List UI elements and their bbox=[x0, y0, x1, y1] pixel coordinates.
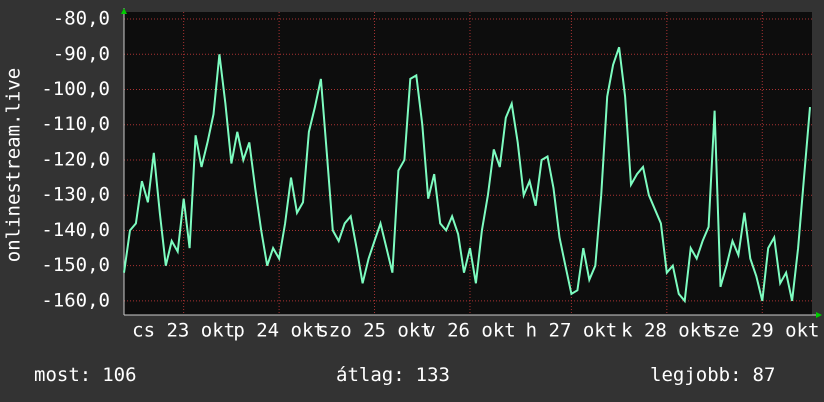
stat-label: átlag: bbox=[336, 364, 405, 386]
y-tick-label: -90,0 bbox=[53, 43, 110, 65]
y-tick-label: -100,0 bbox=[41, 78, 110, 100]
axis-arrow bbox=[816, 312, 822, 318]
stat-label: most: bbox=[34, 364, 91, 386]
y-tick-label: -130,0 bbox=[41, 184, 110, 206]
stat: átlag: 133 bbox=[336, 364, 450, 386]
x-tick-label: v 26 okt bbox=[424, 320, 516, 342]
x-tick-label: szo 25 okt bbox=[317, 320, 431, 342]
plot-area bbox=[124, 12, 812, 315]
x-tick-label: cs 23 okt bbox=[132, 320, 235, 342]
x-tick-label: sze 29 okt bbox=[705, 320, 819, 342]
stat-value: 87 bbox=[753, 364, 776, 386]
y-tick-label: -150,0 bbox=[41, 254, 110, 276]
stat: most: 106 bbox=[34, 364, 137, 386]
x-tick-label: p 24 okt bbox=[233, 320, 325, 342]
y-axis-label: onlinestream.live bbox=[3, 68, 25, 262]
y-tick-label: -110,0 bbox=[41, 113, 110, 135]
y-tick-label: -160,0 bbox=[41, 289, 110, 311]
line-series bbox=[123, 46, 811, 304]
stat-value: 106 bbox=[102, 364, 136, 386]
x-tick-label: k 28 okt bbox=[621, 320, 713, 342]
stat-label: legjobb: bbox=[650, 364, 742, 386]
y-tick-label: -120,0 bbox=[41, 148, 110, 170]
y-tick-label: -80,0 bbox=[53, 8, 110, 30]
y-tick-label: -140,0 bbox=[41, 219, 110, 241]
x-tick-label: h 27 okt bbox=[526, 320, 618, 342]
axis-arrow bbox=[121, 8, 127, 14]
stat: legjobb: 87 bbox=[650, 364, 775, 386]
stat-value: 133 bbox=[416, 364, 450, 386]
